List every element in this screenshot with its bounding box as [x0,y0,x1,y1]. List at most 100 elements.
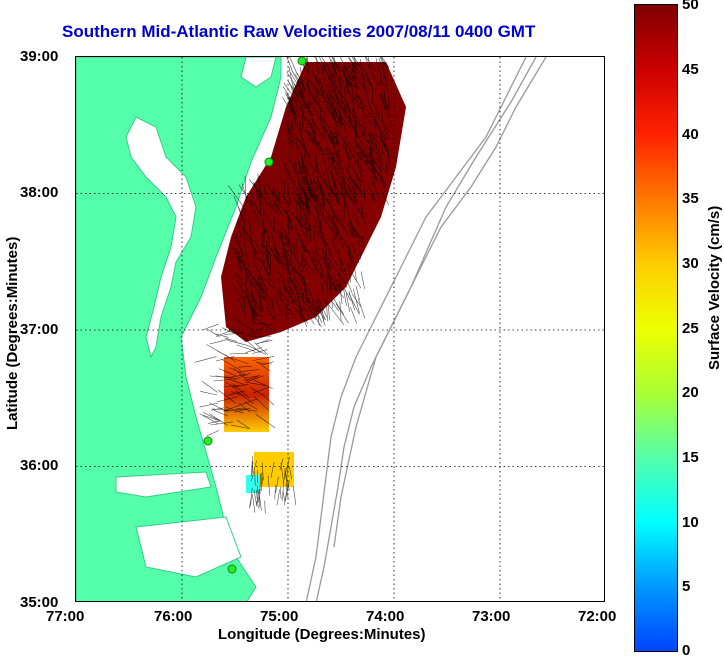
velocity-vector [346,152,351,167]
velocity-vector [284,470,289,491]
velocity-vector [296,80,304,94]
velocity-vector [307,57,309,75]
velocity-vector [380,57,387,68]
velocity-vector [382,124,390,140]
velocity-vector [231,357,249,364]
velocity-vector [331,101,341,122]
velocity-vector [289,295,299,307]
velocity-vector [380,178,389,193]
velocity-vector [296,72,307,91]
velocity-vector [348,290,355,311]
velocity-vector [304,239,306,266]
velocity-vector [306,129,319,150]
velocity-vector [206,430,220,437]
velocity-vector [319,208,329,225]
velocity-vector [207,420,221,424]
velocity-vector [333,298,345,315]
velocity-vector [274,281,282,302]
velocity-vector [215,356,235,362]
velocity-vector [247,375,264,382]
velocity-vector [370,139,381,162]
velocity-vector [376,123,388,140]
velocity-vector [334,127,339,143]
velocity-vector [249,196,253,213]
velocity-vector [387,95,390,114]
map-svg [76,57,604,601]
velocity-vector [251,460,257,482]
velocity-vector [351,224,358,239]
velocity-vector [253,201,262,217]
velocity-vector [353,57,362,70]
velocity-vector [288,285,294,305]
velocity-vector [287,243,294,256]
velocity-vector [215,375,236,380]
velocity-vector [379,71,383,95]
velocity-vector [338,248,342,274]
velocity-vector [295,236,299,254]
velocity-vector [339,103,351,125]
velocity-vector [318,98,322,122]
x-tick-label: 76:00 [154,608,193,625]
velocity-vector [303,263,311,277]
velocity-vector [306,283,316,307]
velocity-vector [227,331,244,333]
velocity-vector [296,217,305,236]
velocity-vector [332,131,337,157]
velocity-vector [379,93,389,108]
colorbar-tick: 30 [682,255,699,272]
velocity-vector [258,278,266,299]
velocity-vector [330,279,338,292]
velocity-vector [210,421,233,426]
velocity-vector [278,278,282,301]
velocity-vector [329,77,344,99]
velocity-vector [235,235,242,254]
velocity-vector [279,458,284,471]
colorbar-tick: 45 [682,61,699,78]
velocity-vector [347,222,352,237]
velocity-vector [295,133,298,153]
velocity-vector [324,195,336,214]
velocity-vector [228,185,244,207]
velocity-vector [221,327,235,334]
velocity-vector [333,183,345,200]
velocity-vector [342,137,355,159]
velocity-vector [299,209,303,231]
velocity-vector [357,95,372,119]
velocity-vector [260,476,263,492]
velocity-vector [312,300,325,320]
velocity-vector [262,252,266,272]
velocity-vector [303,187,308,210]
velocity-vector [254,342,269,356]
velocity-vector [366,74,375,93]
velocity-vector [248,277,258,291]
velocity-vector [275,476,279,493]
colorbar-tick: 10 [682,514,699,531]
velocity-vector [303,144,311,158]
velocity-vector [358,241,361,260]
velocity-vector [371,100,381,116]
velocity-vector [318,299,328,318]
velocity-vector [330,274,341,291]
velocity-vector [209,402,228,413]
velocity-vector [231,247,243,270]
velocity-vector [367,57,371,70]
velocity-vector [326,62,334,84]
velocity-vector [383,93,390,119]
velocity-vector [347,101,352,124]
velocity-vector [373,166,389,187]
velocity-vector [355,78,357,99]
velocity-vector [256,485,260,503]
velocity-vector [288,66,294,89]
x-tick-label: 74:00 [366,608,405,625]
velocity-vector [265,306,274,320]
velocity-vector [304,218,309,244]
velocity-vector [213,409,229,417]
velocity-vector [261,231,264,250]
velocity-vector [303,278,307,303]
radar-stations [203,57,307,574]
velocity-vector [331,57,341,75]
velocity-vector [246,332,262,337]
velocity-vector [258,274,261,298]
velocity-vector [266,243,282,265]
velocity-vector [347,262,352,283]
